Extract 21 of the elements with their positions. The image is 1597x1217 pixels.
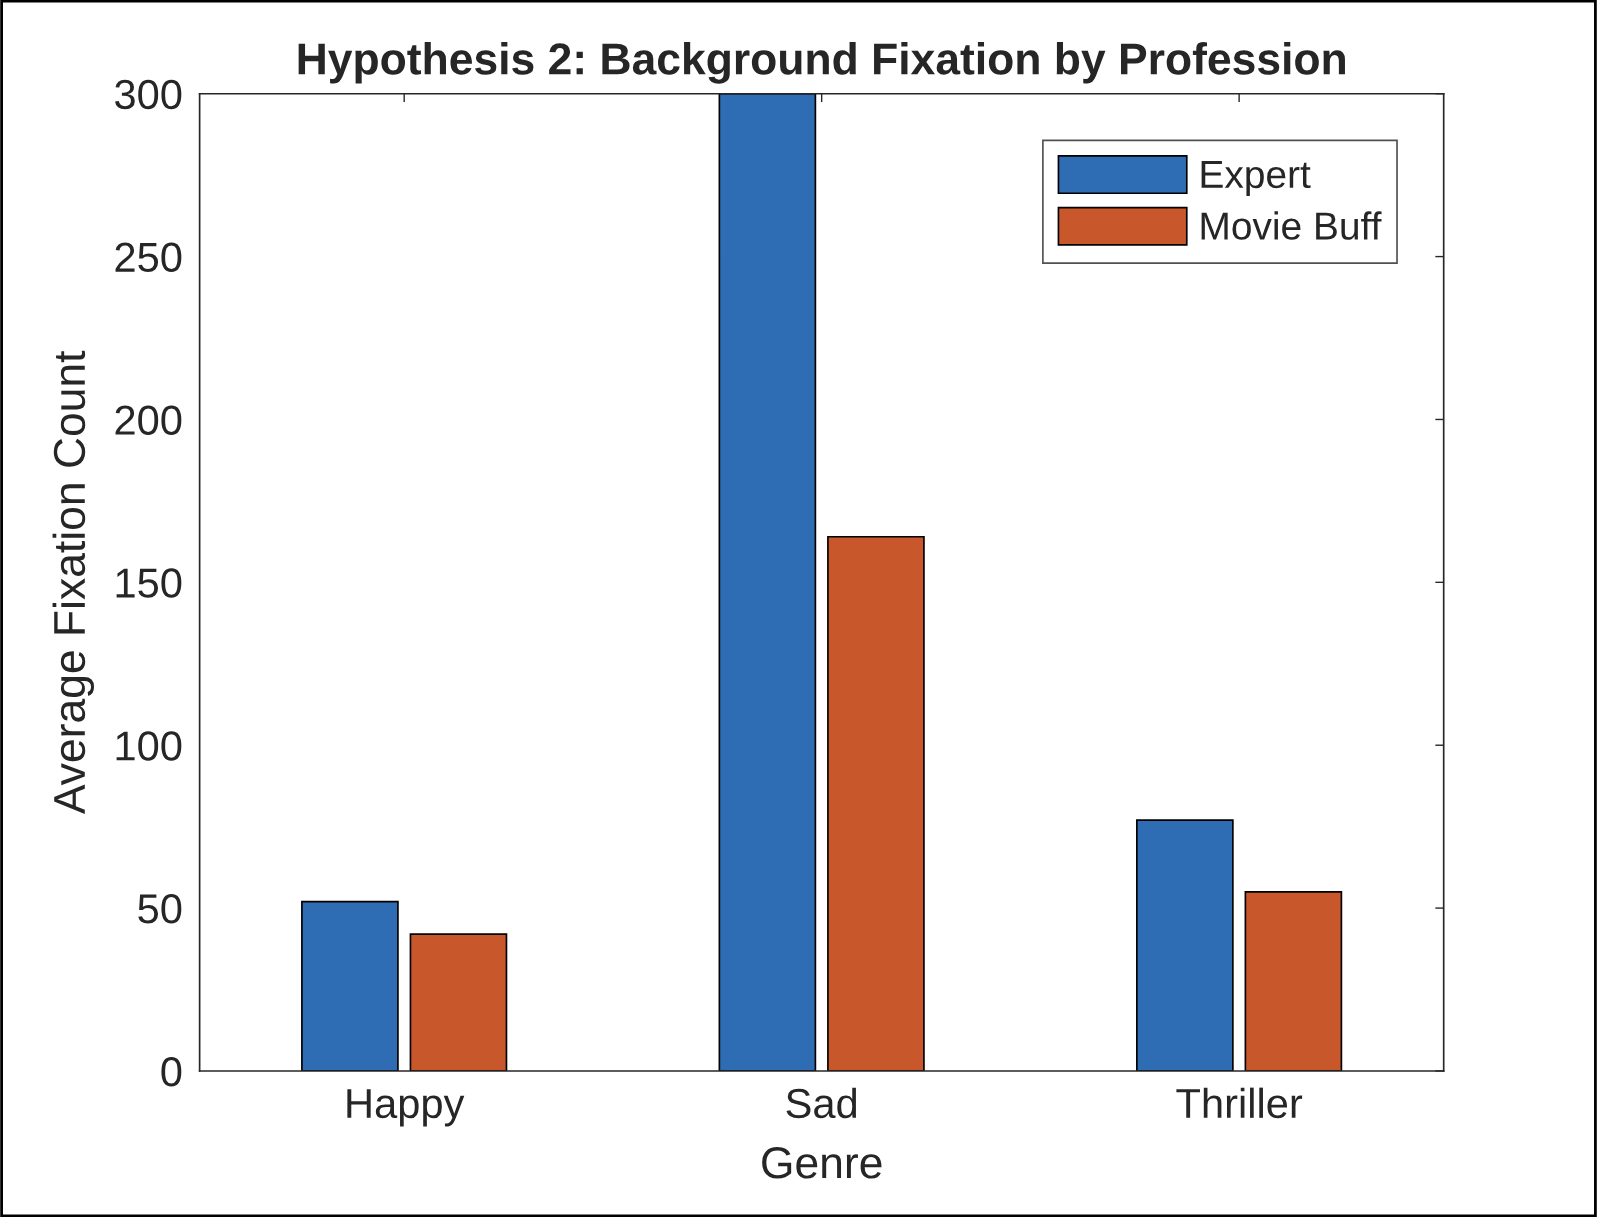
y-tick-label: 150 — [116, 568, 182, 598]
y-tick-label: 200 — [115, 405, 182, 435]
x-axis-title: Genre — [762, 1147, 882, 1179]
chart-title: Hypothesis 2: Background Fixation by Profession — [298, 42, 1345, 84]
x-tick-label: Sad — [786, 1087, 857, 1119]
bar — [301, 900, 399, 1071]
bar — [827, 535, 925, 1071]
y-tick-label: 50 — [138, 894, 182, 924]
bar — [1136, 819, 1234, 1071]
legend-label: Movie Buff — [1201, 211, 1382, 240]
y-tick-label: 250 — [115, 242, 182, 273]
y-tick-label: 0 — [161, 1056, 182, 1087]
y-axis-title: Average Fixation Count — [52, 350, 94, 815]
y-tick-label: 100 — [116, 731, 182, 761]
y-tick-label: 300 — [115, 79, 182, 110]
bar — [409, 933, 508, 1071]
x-tick-label: Happy — [347, 1089, 465, 1127]
bar — [718, 93, 817, 1071]
bar — [1244, 890, 1343, 1071]
legend-label: Expert — [1201, 161, 1311, 196]
x-tick-label: Thriller — [1176, 1087, 1303, 1119]
